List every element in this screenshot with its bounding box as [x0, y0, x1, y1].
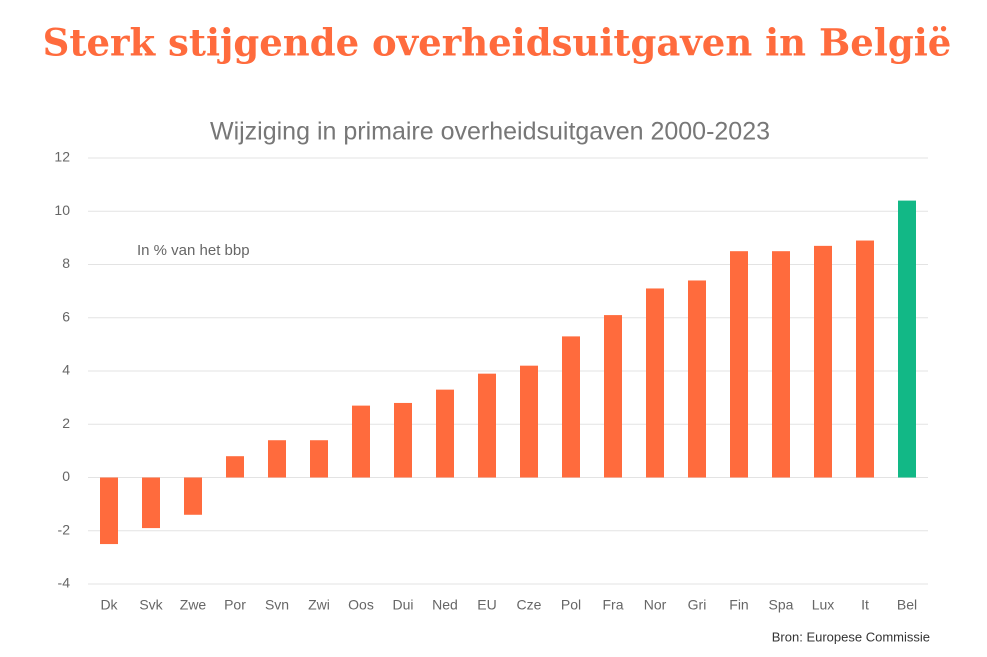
chart-subtitle: Wijziging in primaire overheidsuitgaven …	[210, 118, 770, 146]
x-tick-label: Ned	[432, 597, 458, 613]
x-tick-label: It	[861, 597, 869, 613]
bar	[688, 280, 706, 478]
bar	[100, 477, 118, 545]
y-tick-label: 10	[54, 202, 70, 218]
bar	[142, 477, 160, 529]
x-tick-label: EU	[477, 597, 496, 613]
y-tick-label: 12	[54, 149, 70, 165]
x-tick-label: Svn	[265, 597, 289, 613]
bar	[268, 440, 286, 478]
x-tick-label: Nor	[644, 597, 667, 613]
bar	[562, 336, 580, 478]
bar	[772, 251, 790, 478]
bar	[520, 365, 538, 478]
x-tick-label: Zwi	[308, 597, 330, 613]
bar	[310, 440, 328, 478]
x-tick-label: Bel	[897, 597, 917, 613]
x-tick-label: Oos	[348, 597, 374, 613]
bar	[898, 200, 916, 478]
bar	[352, 405, 370, 478]
y-tick-label: 8	[62, 255, 70, 271]
chart-title: Sterk stijgende overheidsuitgaven in Bel…	[43, 21, 952, 65]
y-tick-label: -2	[58, 521, 71, 537]
annotation: In % van het bbp	[137, 242, 250, 259]
x-tick-label: Pol	[561, 597, 581, 613]
bar	[730, 251, 748, 478]
bar	[394, 402, 412, 478]
x-tick-label: Zwe	[180, 597, 207, 613]
source: Bron: Europese Commissie	[772, 629, 930, 644]
bar	[436, 389, 454, 478]
y-tick-label: 4	[62, 362, 70, 378]
bar	[226, 456, 244, 478]
y-tick-label: 6	[62, 308, 70, 324]
x-tick-label: Spa	[769, 597, 794, 613]
bar	[478, 373, 496, 478]
x-tick-label: Gri	[688, 597, 707, 613]
x-tick-label: Dui	[392, 597, 413, 613]
y-tick-label: 2	[62, 415, 70, 431]
x-tick-label: Svk	[139, 597, 163, 613]
bar	[184, 477, 202, 515]
x-tick-label: Cze	[517, 597, 542, 613]
x-tick-label: Fra	[603, 597, 624, 613]
bar	[856, 240, 874, 478]
bar	[646, 288, 664, 478]
bar	[604, 315, 622, 478]
x-tick-label: Lux	[812, 597, 835, 613]
y-tick-label: 0	[62, 468, 70, 484]
x-tick-label: Por	[224, 597, 246, 613]
x-tick-label: Fin	[729, 597, 748, 613]
y-tick-label: -4	[58, 575, 71, 591]
x-tick-label: Dk	[100, 597, 118, 613]
bar	[814, 245, 832, 478]
